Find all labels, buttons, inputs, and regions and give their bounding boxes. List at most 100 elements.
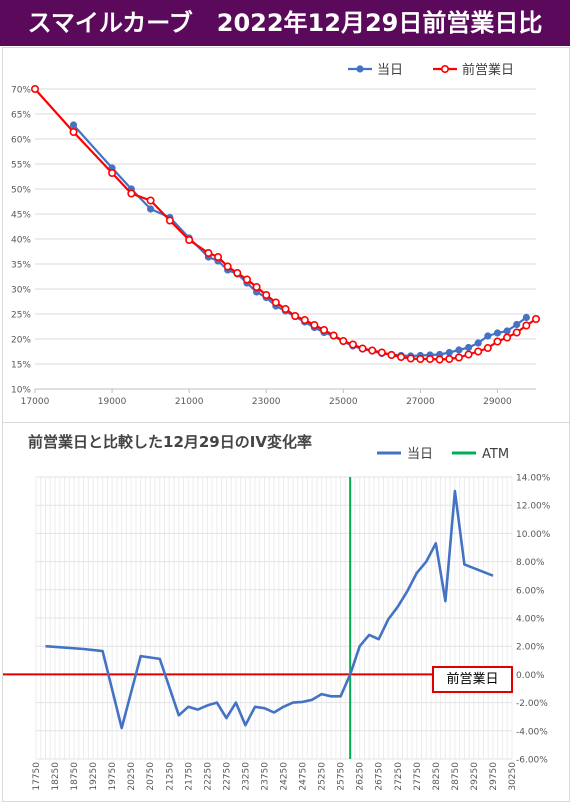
data-point — [474, 339, 482, 347]
legend-label: ATM — [482, 447, 509, 462]
y-tick-label: 55% — [11, 161, 31, 171]
x-tick-label: 22250 — [203, 762, 213, 791]
data-point — [339, 336, 348, 345]
y-tick-label: -2.00% — [516, 699, 548, 709]
y-tick-label: 12.00% — [516, 502, 551, 512]
smile-curve-panel: 10% 15% 20% 25% 30% 35% 40% 45% 50% 55% 60% 65% 70% 1… — [2, 47, 570, 423]
data-point — [214, 253, 223, 262]
x-tick-label: 26250 — [356, 762, 366, 791]
series-line-prev — [34, 88, 537, 361]
legend-label: 前営業日 — [462, 62, 514, 78]
x-tick-label: 19250 — [89, 762, 99, 791]
data-point — [522, 321, 531, 330]
y-tick-label: -4.00% — [516, 727, 548, 737]
x-tick-label: 19000 — [98, 397, 127, 407]
data-point — [512, 328, 521, 337]
x-tick-label: 27250 — [394, 762, 404, 791]
x-tick-label: 28250 — [432, 762, 442, 791]
y-tick-label: 10% — [11, 386, 31, 396]
data-point — [484, 332, 492, 340]
legend: 当日 前営業日 — [348, 62, 514, 78]
y-tick-label: 4.00% — [516, 615, 545, 625]
y-tick-label: 8.00% — [516, 558, 545, 568]
y-tick-label: 50% — [11, 186, 31, 196]
series-group — [30, 84, 540, 364]
data-point — [416, 354, 425, 363]
legend-label: 当日 — [407, 447, 433, 462]
data-point — [493, 337, 502, 346]
x-tick-label: 29250 — [470, 762, 480, 791]
data-point — [242, 275, 251, 284]
axes: 10% 15% 20% 25% 30% 35% 40% 45% 50% 55% 60% 65% 70% 1… — [11, 86, 536, 407]
x-tick-label: 23000 — [252, 397, 281, 407]
x-tick-label: 28750 — [451, 762, 461, 791]
data-point — [281, 304, 290, 313]
page-title: スマイルカーブ 2022年12月29日前営業日比 — [0, 0, 570, 46]
x-tick-label: 29000 — [483, 397, 512, 407]
data-point — [464, 343, 473, 352]
y-tick-label: 2.00% — [516, 643, 545, 653]
y-tick-label: 10.00% — [516, 530, 551, 540]
chart-title: 前営業日と比較した12月29日のIV変化率 — [28, 433, 312, 451]
y-tick-label: 45% — [11, 211, 31, 221]
data-point — [271, 298, 280, 307]
data-point — [69, 121, 78, 129]
data-point — [503, 327, 511, 335]
data-point — [522, 313, 530, 322]
data-point — [223, 262, 232, 271]
y-tick-label: 60% — [11, 136, 31, 146]
data-point — [445, 354, 454, 363]
y-tick-label: 70% — [11, 86, 31, 96]
data-point — [406, 354, 415, 363]
data-point — [310, 320, 319, 329]
series-group — [3, 477, 494, 759]
y-tick-label: 40% — [11, 236, 31, 246]
data-point — [262, 291, 271, 300]
x-tick-label: 25250 — [318, 762, 328, 791]
x-tick-label: 17000 — [21, 397, 50, 407]
y-tick-label: 15% — [11, 361, 31, 371]
x-tick-label: 19750 — [108, 762, 118, 791]
x-tick-label: 23750 — [260, 762, 270, 791]
axes: -6.00% -4.00% -2.00% 0.00% 2.00% 4.00% 6.00% 8.… — [32, 474, 551, 791]
data-point — [474, 347, 483, 356]
x-tick-label: 24250 — [280, 762, 290, 791]
data-point — [483, 343, 492, 352]
data-point — [368, 346, 377, 355]
x-tick-label: 25750 — [337, 762, 347, 791]
x-tick-label: 20250 — [127, 762, 137, 791]
data-point — [445, 348, 453, 357]
x-tick-label: 26750 — [375, 762, 385, 791]
x-tick-label: 20750 — [146, 762, 156, 791]
data-point — [455, 346, 463, 354]
x-tick-label: 27000 — [406, 397, 435, 407]
legend-label: 当日 — [377, 63, 403, 78]
data-point — [464, 350, 473, 359]
x-tick-label: 22750 — [222, 762, 232, 791]
data-point — [348, 340, 357, 349]
x-tick-label: 30250 — [508, 762, 518, 791]
data-point — [454, 353, 463, 362]
data-point — [320, 325, 329, 334]
data-point — [165, 216, 174, 225]
data-point — [435, 355, 444, 364]
data-point — [493, 329, 502, 337]
data-point — [397, 352, 406, 361]
data-point — [531, 314, 540, 323]
data-point — [146, 196, 155, 205]
data-point — [127, 189, 136, 198]
data-point — [291, 311, 300, 320]
grid — [35, 88, 536, 390]
y-tick-label: 6.00% — [516, 586, 545, 596]
iv-change-chart: -6.00% -4.00% -2.00% 0.00% 2.00% 4.00% 6.00% 8.… — [3, 447, 551, 791]
data-point — [329, 331, 338, 340]
data-point — [252, 283, 261, 292]
x-tick-label: 21750 — [184, 762, 194, 791]
y-tick-label: 30% — [11, 286, 31, 296]
data-point — [358, 344, 367, 353]
data-point — [108, 169, 117, 178]
data-point — [185, 236, 194, 245]
x-tick-label: 25000 — [329, 397, 358, 407]
smile-curve-chart: 10% 15% 20% 25% 30% 35% 40% 45% 50% 55% 60% 65% 70% 1… — [11, 62, 540, 407]
